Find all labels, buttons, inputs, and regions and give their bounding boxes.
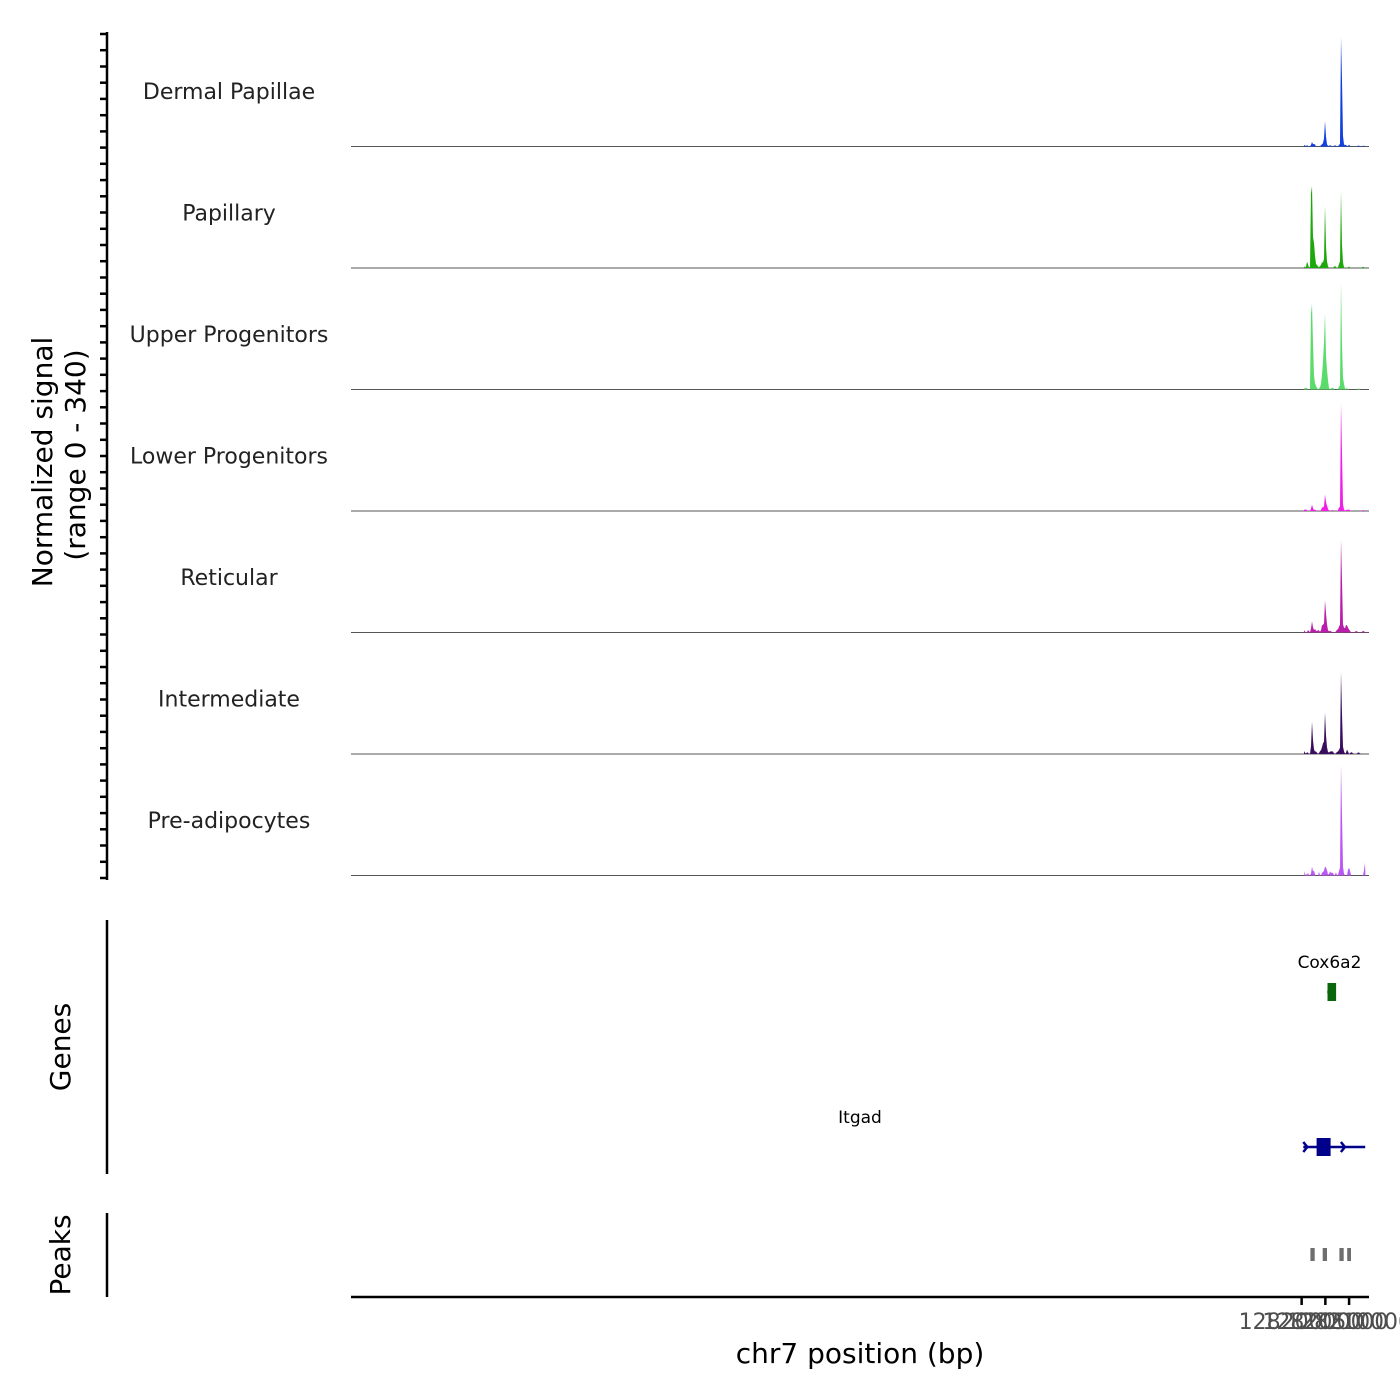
gene-exon bbox=[1331, 983, 1337, 1001]
coverage-track: Dermal Papillae bbox=[143, 37, 1369, 147]
track-label: Dermal Papillae bbox=[143, 80, 315, 105]
coverage-y-axis-ticks bbox=[100, 32, 107, 880]
track-label: Lower Progenitors bbox=[130, 445, 328, 470]
coverage-track: Papillary bbox=[182, 186, 1369, 269]
strand-arrow bbox=[1302, 1141, 1309, 1153]
x-tick-label: 128205000 bbox=[1262, 1310, 1388, 1335]
peaks-ylabel: Peaks bbox=[44, 1214, 77, 1295]
gene-name-label: Itgad bbox=[838, 1108, 882, 1128]
coverage-ylabel-line2: (range 0 - 340) bbox=[59, 349, 92, 560]
coverage-ylabel-line1: Normalized signal bbox=[26, 337, 59, 588]
track-label: Papillary bbox=[182, 202, 276, 227]
coverage-track: Lower Progenitors bbox=[130, 403, 1369, 512]
coverage-track: Intermediate bbox=[158, 671, 1369, 755]
x-axis-title: chr7 position (bp) bbox=[736, 1337, 985, 1370]
peak-region bbox=[1339, 1248, 1344, 1261]
track-label: Intermediate bbox=[158, 688, 300, 713]
gene-annotation-track: Cox6a2 Itgad bbox=[838, 953, 1366, 1156]
coverage-track: Upper Progenitors bbox=[130, 283, 1369, 390]
track-label: Reticular bbox=[180, 566, 278, 591]
coverage-track: Pre-adipocytes bbox=[148, 765, 1369, 876]
gene-model: Cox6a2 bbox=[1298, 953, 1362, 1001]
x-tick-label: 128210000 bbox=[1286, 1310, 1400, 1335]
peak-region bbox=[1322, 1248, 1327, 1261]
peak-regions-track bbox=[1310, 1248, 1351, 1261]
peak-region bbox=[1310, 1248, 1315, 1261]
gene-exon bbox=[1325, 1138, 1331, 1156]
coverage-tracks: Dermal Papillae Papillary Upper Progenitor… bbox=[130, 37, 1369, 876]
genes-ylabel: Genes bbox=[44, 1003, 77, 1091]
coverage-area bbox=[1304, 403, 1366, 511]
strand-arrow bbox=[1339, 1141, 1347, 1153]
coverage-area bbox=[1304, 283, 1366, 390]
track-label: Upper Progenitors bbox=[130, 323, 329, 348]
x-tick-label: 128200000 bbox=[1239, 1310, 1365, 1335]
coverage-area bbox=[1304, 671, 1366, 754]
gene-name-label: Cox6a2 bbox=[1298, 953, 1362, 973]
coverage-track: Reticular bbox=[180, 539, 1369, 633]
track-label: Pre-adipocytes bbox=[148, 809, 311, 834]
gene-model: Itgad bbox=[838, 1108, 1366, 1156]
coverage-area bbox=[1304, 186, 1366, 268]
coverage-area bbox=[1304, 37, 1366, 147]
coverage-area bbox=[1304, 539, 1366, 633]
coverage-area bbox=[1304, 765, 1366, 876]
peak-region bbox=[1347, 1248, 1351, 1261]
